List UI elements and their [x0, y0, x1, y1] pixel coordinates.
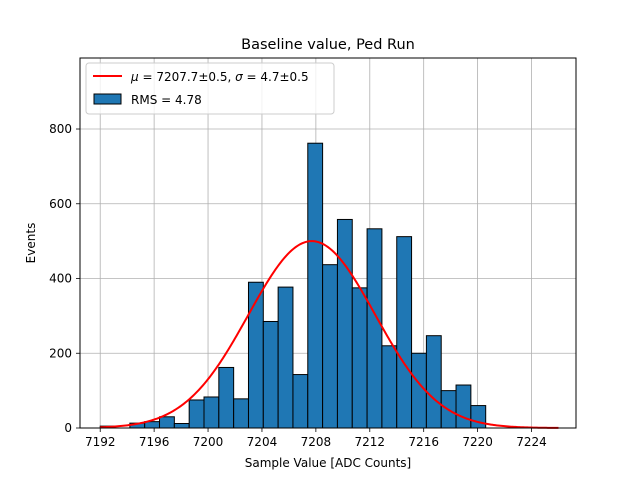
- legend-fit-mu-text: = 7207.7±0.5,: [139, 70, 235, 84]
- y-tick-label-1: 200: [49, 346, 72, 360]
- histogram-bar: [322, 264, 338, 429]
- legend-fit-sigma-symbol: σ: [235, 70, 243, 84]
- legend: μ = 7207.7±0.5, σ = 4.7±0.5 RMS = 4.78: [85, 62, 335, 115]
- y-axis-ticks: 0 200 400 600 800: [49, 122, 80, 435]
- legend-histogram-swatch: [93, 93, 122, 105]
- histogram-bar: [292, 374, 309, 429]
- y-tick-label-0: 0: [64, 421, 72, 435]
- fit-curve-group: [100, 240, 559, 429]
- histogram-bar: [188, 399, 205, 429]
- plot-frame: [79, 57, 577, 429]
- chart-title: Baseline value, Ped Run: [241, 37, 415, 53]
- histogram-bar: [203, 396, 220, 429]
- x-tick-label-6: 7216: [408, 435, 439, 449]
- x-tick-label-8: 7224: [516, 435, 547, 449]
- histogram-bar: [396, 236, 413, 429]
- x-axis-label: Sample Value [ADC Counts]: [245, 456, 411, 470]
- x-tick-label-3: 7204: [247, 435, 278, 449]
- histogram-bar: [262, 320, 279, 429]
- x-tick-label-1: 7196: [139, 435, 170, 449]
- histogram-bar: [366, 228, 383, 429]
- histogram-bar: [233, 398, 249, 429]
- y-tick-label-2: 400: [49, 272, 72, 286]
- histogram-bar: [277, 286, 294, 429]
- x-tick-label-2: 7200: [193, 435, 224, 449]
- histogram-bar: [425, 335, 442, 429]
- fit-curve: [100, 240, 559, 429]
- legend-box: [85, 62, 335, 115]
- legend-histogram-label: RMS = 4.78: [131, 93, 202, 107]
- histogram-bar: [307, 142, 324, 429]
- histogram-bar: [381, 345, 398, 429]
- histogram-bar: [247, 281, 264, 429]
- legend-fit-label: μ = 7207.7±0.5, σ = 4.7±0.5: [130, 70, 309, 84]
- x-axis-ticks: 7192 7196 7200 7204 7208 7212 7216 7220 7224: [85, 428, 547, 449]
- histogram-bar: [159, 416, 175, 429]
- histogram-bar: [218, 366, 235, 429]
- x-tick-label-0: 7192: [85, 435, 116, 449]
- histogram-bar: [470, 405, 487, 429]
- histogram-bar: [173, 423, 190, 429]
- histogram-bar: [455, 384, 472, 429]
- y-tick-label-4: 800: [49, 122, 72, 136]
- histogram-bars: [99, 142, 487, 429]
- histogram-bar: [351, 287, 368, 429]
- x-tick-label-4: 7208: [301, 435, 332, 449]
- histogram-bar: [336, 218, 353, 429]
- legend-fit-sigma-text: = 4.7±0.5: [243, 70, 309, 84]
- x-tick-label-7: 7220: [462, 435, 493, 449]
- y-axis-label: Events: [24, 223, 38, 264]
- legend-fit-mu-symbol: μ: [130, 70, 139, 84]
- y-tick-label-3: 600: [49, 197, 72, 211]
- x-tick-label-5: 7212: [355, 435, 386, 449]
